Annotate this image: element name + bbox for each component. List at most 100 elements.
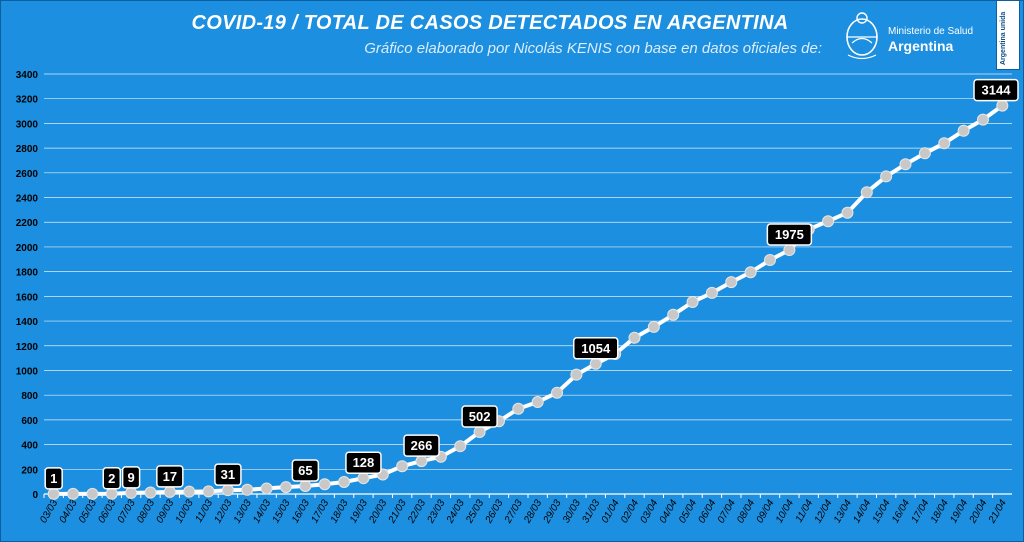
x-tick-label: 07/03 [116, 498, 138, 526]
data-point [415, 455, 428, 468]
data-point [241, 483, 254, 496]
y-tick-label: 2400 [16, 194, 39, 205]
data-point [938, 137, 951, 150]
x-tick-label: 22/03 [406, 498, 429, 526]
data-point [86, 487, 99, 500]
data-label: 266 [411, 438, 433, 453]
x-tick-label: 25/03 [464, 498, 487, 526]
data-label-box [973, 78, 1019, 102]
data-label-box [573, 337, 619, 360]
data-label: 3144 [982, 83, 1012, 98]
x-tick-label: 21/03 [386, 498, 409, 526]
data-point [841, 206, 854, 219]
ministerio-logo: Ministerio de Salud Argentina [842, 10, 992, 60]
x-tick-label: 14/04 [851, 498, 873, 526]
x-tick-label: 16/03 [290, 498, 312, 526]
data-point [202, 485, 215, 498]
x-tick-label: 10/04 [774, 498, 796, 526]
data-point [744, 266, 757, 279]
data-label-box [345, 451, 382, 474]
data-point [47, 487, 60, 500]
data-point [396, 460, 409, 473]
x-tick-label: 19/03 [348, 498, 370, 526]
data-point [338, 476, 351, 489]
y-tick-label: 400 [21, 441, 38, 452]
y-tick-label: 1600 [16, 292, 39, 303]
data-point [725, 276, 738, 289]
data-point [183, 485, 196, 498]
data-point [686, 296, 699, 309]
series-line [53, 103, 1004, 496]
data-point [531, 395, 544, 408]
x-tick-label: 09/03 [154, 498, 176, 526]
data-label-box [403, 434, 440, 457]
x-tick-label: 16/04 [890, 498, 912, 526]
y-tick-label: 0 [32, 490, 38, 501]
y-tick-label: 2600 [16, 169, 39, 180]
y-tick-label: 1000 [16, 366, 39, 377]
data-point [260, 482, 273, 495]
x-tick-label: 06/03 [96, 498, 118, 526]
x-tick-label: 04/04 [658, 498, 680, 526]
y-tick-label: 3400 [16, 70, 39, 81]
data-label-box [766, 223, 813, 246]
y-tick-label: 3000 [16, 119, 39, 130]
x-tick-label: 23/03 [425, 498, 448, 526]
x-tick-label: 24/03 [444, 498, 467, 526]
x-tick-label: 20/04 [967, 498, 990, 526]
data-label: 128 [353, 455, 375, 470]
data-label: 65 [298, 463, 312, 478]
y-tick-label: 2800 [16, 144, 39, 155]
y-tick-label: 600 [21, 416, 38, 427]
x-tick-label: 28/03 [522, 498, 545, 526]
data-point [299, 479, 312, 492]
y-tick-label: 800 [21, 391, 38, 402]
x-tick-label: 15/03 [271, 498, 293, 526]
data-label: 1975 [775, 227, 804, 242]
y-tick-label: 1400 [16, 317, 39, 328]
y-tick-label: 3200 [16, 95, 39, 106]
data-point [589, 357, 602, 370]
y-tick-label: 200 [21, 465, 38, 476]
x-tick-label: 19/04 [948, 498, 970, 526]
data-point [473, 425, 486, 438]
x-tick-label: 12/03 [212, 498, 234, 526]
logo-ministry-text: Ministerio de Salud [888, 26, 974, 37]
data-point [899, 158, 912, 171]
data-label-box [156, 465, 184, 488]
x-tick-label: 10/03 [174, 498, 196, 526]
data-label: 9 [128, 470, 135, 485]
x-tick-label: 13/03 [232, 498, 254, 526]
data-point [628, 331, 641, 344]
data-label-box [291, 459, 320, 482]
data-point [764, 254, 776, 267]
x-tick-label: 17/03 [309, 498, 331, 526]
x-tick-label: 31/03 [580, 498, 602, 526]
data-point [957, 124, 970, 137]
data-point [144, 486, 157, 499]
x-tick-label: 06/04 [696, 498, 718, 526]
x-tick-label: 12/04 [813, 498, 835, 526]
data-label: 17 [163, 469, 177, 484]
x-tick-label: 14/03 [251, 498, 273, 526]
x-tick-label: 29/03 [541, 498, 564, 526]
x-tick-label: 04/03 [58, 498, 80, 526]
data-label-box [102, 467, 122, 490]
data-label-box [461, 405, 498, 428]
x-tick-label: 17/04 [909, 498, 931, 526]
data-label: 31 [221, 467, 235, 482]
data-point [163, 485, 176, 498]
data-point [976, 113, 989, 126]
chart-subtitle: Gráfico elaborado por Nicolás KENIS con … [364, 40, 822, 57]
y-tick-label: 2000 [16, 243, 39, 254]
x-tick-label: 01/04 [600, 498, 622, 526]
data-label: 1054 [581, 341, 611, 356]
data-point [454, 440, 467, 453]
x-tick-label: 20/03 [367, 498, 390, 526]
data-point [318, 478, 331, 491]
x-tick-label: 15/04 [871, 498, 893, 526]
data-point [667, 308, 680, 321]
data-point [647, 320, 660, 333]
x-tick-label: 07/04 [716, 498, 738, 526]
